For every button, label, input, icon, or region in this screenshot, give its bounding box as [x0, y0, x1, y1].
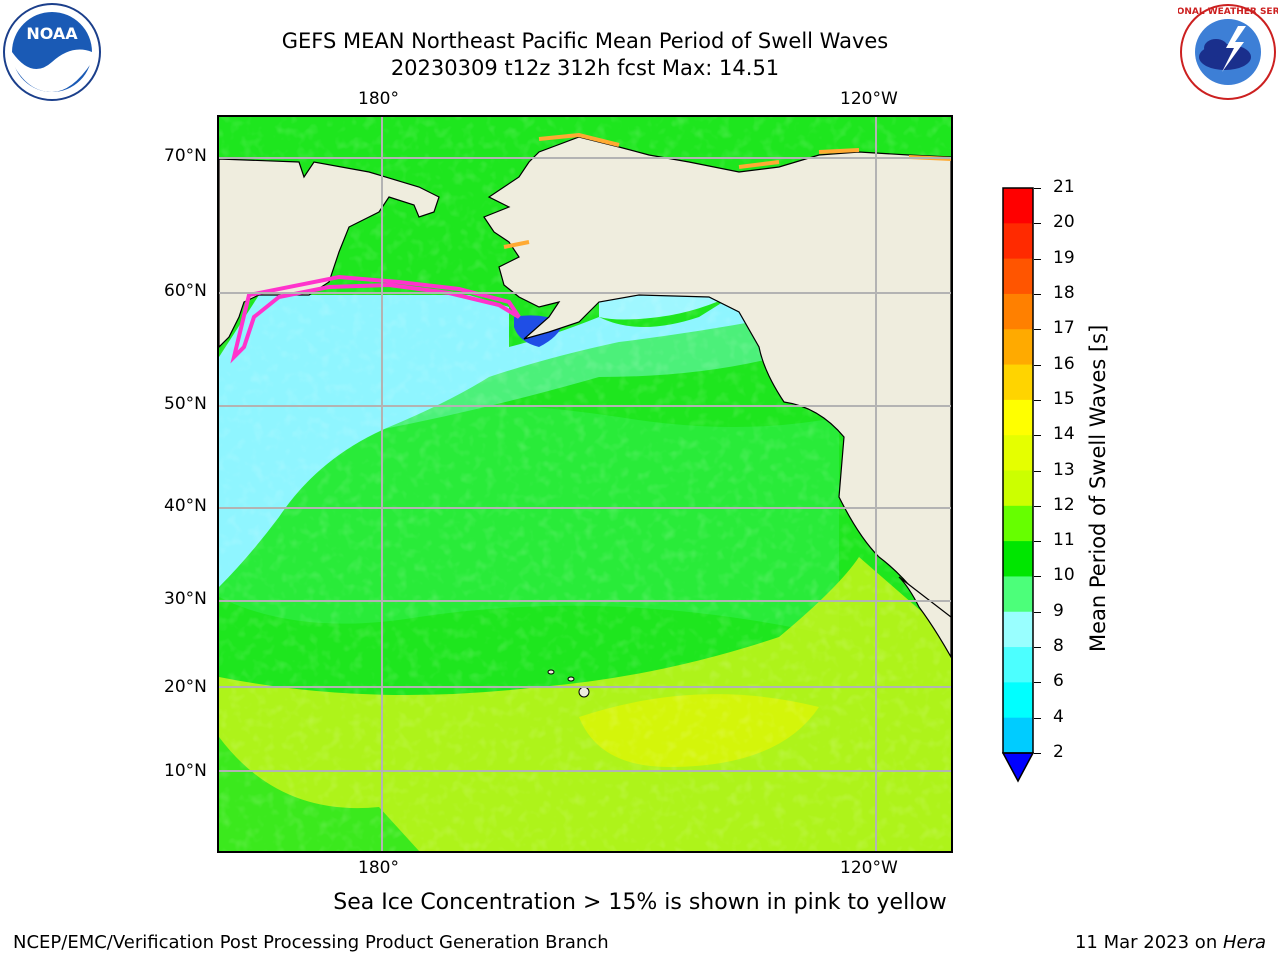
sea-ice-note: Sea Ice Concentration > 15% is shown in …: [333, 890, 947, 915]
sea-ice-orange: [503, 132, 951, 249]
map-svg: [219, 117, 951, 851]
colorbar-segment: [1003, 258, 1033, 295]
colorbar-segment: [1003, 682, 1033, 719]
colorbar-tick-label: 10: [1053, 565, 1075, 586]
colorbar-tick-label: 14: [1053, 424, 1075, 445]
lon-label-top-180: 180°: [358, 89, 399, 109]
colorbar-tick-mark: [1034, 505, 1041, 507]
colorbar-tick-mark: [1034, 364, 1041, 366]
colorbar-tick-label: 15: [1053, 388, 1075, 409]
colorbar-outline: [1002, 187, 1034, 754]
colorbar-tick-label: 4: [1053, 706, 1064, 727]
footer-left: NCEP/EMC/Verification Post Processing Pr…: [13, 932, 609, 953]
noaa-logo: NOAA: [2, 2, 102, 102]
colorbar-tick-mark: [1034, 258, 1041, 260]
land-siberia: [219, 158, 440, 348]
land-oahu: [547, 669, 555, 675]
colorbar-title: Mean Period of Swell Waves [s]: [1086, 324, 1110, 652]
lon-label-top-120w: 120°W: [840, 89, 898, 109]
colorbar-tick-mark: [1034, 223, 1041, 225]
colorbar-tick-label: 21: [1053, 177, 1075, 197]
colorbar-tick-label: 8: [1053, 636, 1064, 657]
colorbar-tick-mark: [1034, 329, 1041, 331]
colorbar-segment: [1003, 717, 1033, 754]
colorbar-tick-mark: [1034, 399, 1041, 401]
chart-title: GEFS MEAN Northeast Pacific Mean Period …: [281, 29, 889, 53]
colorbar-segment: [1003, 435, 1033, 471]
footer-host: Hera: [1222, 932, 1266, 953]
lat-label-10n: 10°N: [164, 761, 207, 781]
colorbar-tick-mark: [1034, 576, 1041, 578]
land-hawaii: [578, 686, 590, 698]
colorbar: [1001, 187, 1035, 783]
lat-label-30n: 30°N: [164, 589, 207, 609]
colorbar-tick-mark: [1034, 682, 1041, 684]
colorbar-segment: [1003, 541, 1033, 577]
colorbar-tick-label: 18: [1053, 282, 1075, 303]
colorbar-segment: [1003, 188, 1033, 224]
colorbar-tick-label: 20: [1053, 212, 1075, 233]
colorbar-tick-mark: [1034, 435, 1041, 437]
colorbar-tick-label: 12: [1053, 494, 1075, 515]
colorbar-segment: [1003, 399, 1033, 436]
lat-label-50n: 50°N: [164, 394, 207, 414]
lat-label-70n: 70°N: [164, 146, 207, 166]
land-maui: [567, 676, 575, 682]
land-west-coast: [898, 576, 951, 659]
colorbar-segment: [1003, 364, 1033, 401]
chart-subtitle: 20230309 t12z 312h fcst Max: 14.51: [390, 56, 780, 80]
colorbar-segment: [1003, 329, 1033, 366]
colorbar-tick-label: 17: [1053, 318, 1075, 339]
colorbar-tick-mark: [1034, 188, 1041, 189]
lat-label-60n: 60°N: [164, 281, 207, 301]
colorbar-svg: [1001, 187, 1035, 783]
colorbar-segment: [1003, 470, 1033, 507]
nws-logo-text: NATIONAL WEATHER SERVICE: [1178, 7, 1278, 17]
colorbar-extend-triangle: [1001, 752, 1035, 783]
colorbar-tick-label: 13: [1053, 459, 1075, 480]
colorbar-tick-label: 9: [1053, 600, 1064, 621]
colorbar-tick-mark: [1034, 753, 1041, 754]
lon-label-bottom-120w: 120°W: [840, 858, 898, 878]
colorbar-segment: [1003, 293, 1033, 330]
colorbar-tick-mark: [1034, 611, 1041, 613]
colorbar-tick-mark: [1034, 541, 1041, 543]
map-panel: [217, 115, 953, 853]
lat-label-40n: 40°N: [164, 496, 207, 516]
grid-lines: [219, 117, 951, 851]
colorbar-segment: [1003, 576, 1033, 613]
colorbar-tick-mark: [1034, 647, 1041, 649]
colorbar-segment: [1003, 647, 1033, 683]
colorbar-segment: [1003, 611, 1033, 648]
colorbar-tick-label: 2: [1053, 742, 1064, 762]
colorbar-tick-mark: [1034, 717, 1041, 719]
footer-right: 11 Mar 2023 on Hera: [1075, 932, 1266, 953]
lon-label-bottom-180: 180°: [358, 858, 399, 878]
colorbar-ticks: 21 20 19 18 17 16 15 14 13 12 11 10 9 8 6 4 2: [1034, 177, 1090, 777]
noaa-logo-text: NOAA: [26, 24, 78, 43]
colorbar-tick-label: 19: [1053, 247, 1075, 268]
colorbar-tick-label: 11: [1053, 530, 1075, 551]
colorbar-tick-mark: [1034, 470, 1041, 472]
colorbar-tick-label: 6: [1053, 671, 1064, 692]
colorbar-segment: [1003, 505, 1033, 542]
colorbar-tick-mark: [1034, 293, 1041, 295]
nws-logo: NATIONAL WEATHER SERVICE: [1153, 2, 1280, 102]
footer-date: 11 Mar 2023 on: [1074, 932, 1223, 953]
colorbar-segment: [1003, 223, 1033, 260]
lat-label-20n: 20°N: [164, 677, 207, 697]
colorbar-tick-label: 16: [1053, 353, 1075, 374]
